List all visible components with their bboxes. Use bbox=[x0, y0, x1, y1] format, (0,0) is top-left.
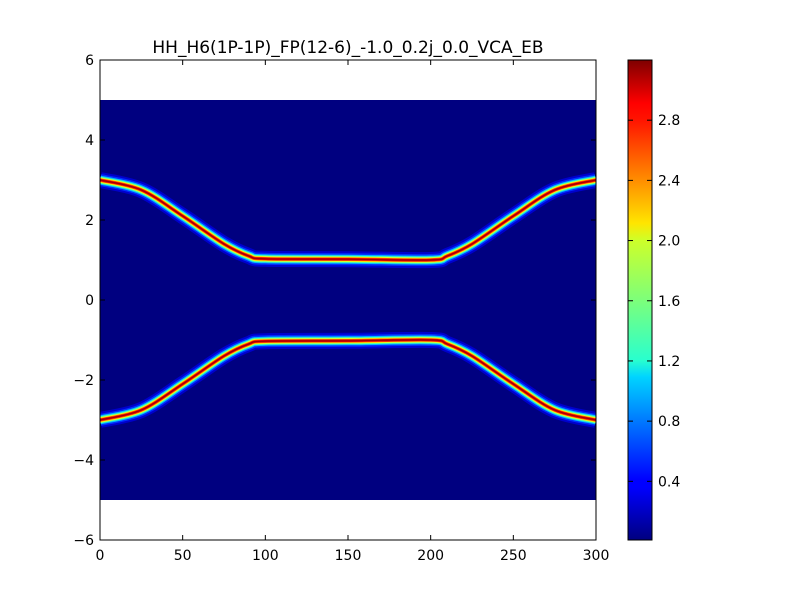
colorbar-tick-label: 0.8 bbox=[658, 414, 680, 430]
y-tick-label: 2 bbox=[85, 213, 94, 229]
heatmap-background bbox=[100, 100, 596, 500]
colorbar-tick-label: 1.6 bbox=[658, 294, 680, 310]
heatmap-layer bbox=[100, 100, 596, 500]
x-tick-label: 200 bbox=[417, 548, 444, 564]
y-tick-label: −2 bbox=[73, 373, 94, 389]
band-2-layer-8 bbox=[100, 339, 596, 421]
colorbar-tick-label: 2.8 bbox=[658, 113, 680, 129]
y-tick-label: −4 bbox=[73, 453, 94, 469]
x-tick-label: 250 bbox=[500, 548, 527, 564]
band-1-layer-8 bbox=[100, 179, 596, 261]
x-tick-label: 300 bbox=[583, 548, 610, 564]
x-tick-label: 50 bbox=[174, 548, 192, 564]
y-tick-label: 0 bbox=[85, 293, 94, 309]
colorbar-tick-label: 2.0 bbox=[658, 234, 680, 250]
colorbar-gradient bbox=[627, 59, 653, 541]
y-tick-label: 4 bbox=[85, 133, 94, 149]
colorbar: 0.4 0.8 1.2 1.6 2.0 2.4 2.8 bbox=[627, 59, 680, 541]
x-tick-label: 150 bbox=[335, 548, 362, 564]
plot-area bbox=[100, 100, 596, 500]
band-2 bbox=[100, 331, 596, 428]
colorbar-ticks: 0.4 0.8 1.2 1.6 2.0 2.4 2.8 bbox=[628, 113, 680, 490]
band-1 bbox=[100, 172, 596, 269]
colorbar-tick-label: 2.4 bbox=[658, 173, 680, 189]
colorbar-tick-label: 1.2 bbox=[658, 354, 680, 370]
x-tick-label: 0 bbox=[96, 548, 105, 564]
chart-title: HH_H6(1P-1P)_FP(12-6)_-1.0_0.2j_0.0_VCA_… bbox=[152, 38, 543, 58]
y-axis: −6 −4 −2 0 2 4 6 bbox=[73, 53, 596, 549]
y-tick-label: −6 bbox=[73, 533, 94, 549]
x-tick-label: 100 bbox=[252, 548, 279, 564]
y-tick-label: 6 bbox=[85, 53, 94, 69]
colorbar-tick-label: 0.4 bbox=[658, 474, 680, 490]
x-axis: 0 50 100 150 200 250 300 bbox=[96, 60, 610, 564]
